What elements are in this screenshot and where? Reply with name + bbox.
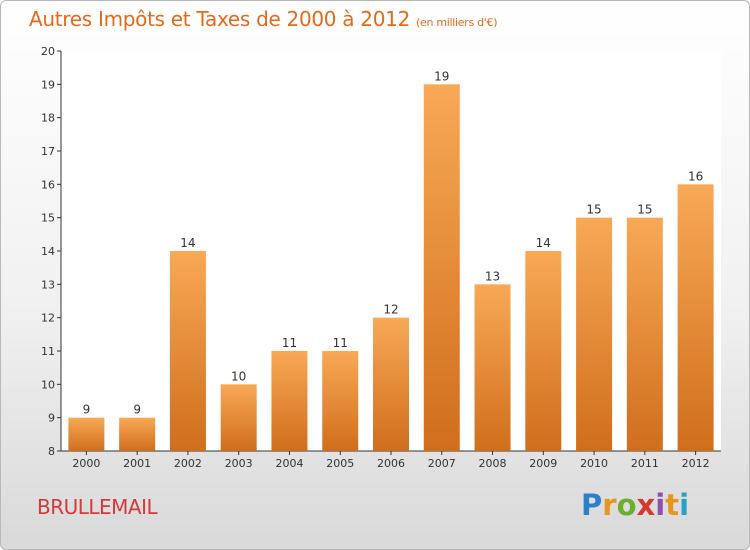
proxiti-logo: Proxiti bbox=[581, 488, 689, 522]
bar-value-label: 11 bbox=[333, 336, 348, 350]
x-tick-label: 2008 bbox=[479, 457, 507, 470]
bar bbox=[373, 317, 409, 451]
bar bbox=[271, 351, 308, 451]
x-tick-label: 2006 bbox=[377, 457, 405, 470]
y-tick-label: 12 bbox=[41, 312, 55, 325]
bar bbox=[169, 251, 206, 451]
x-tick-label: 2010 bbox=[580, 457, 608, 470]
bar bbox=[677, 184, 714, 452]
y-tick-label: 20 bbox=[41, 45, 55, 58]
y-tick-label: 11 bbox=[41, 345, 55, 358]
bar-value-label: 12 bbox=[383, 303, 398, 317]
bar-value-label: 10 bbox=[231, 369, 246, 383]
y-tick-label: 16 bbox=[41, 178, 55, 191]
x-tick-label: 2002 bbox=[174, 457, 202, 470]
bar-value-label: 16 bbox=[688, 169, 703, 183]
bar bbox=[525, 251, 562, 451]
bar-value-label: 15 bbox=[637, 203, 652, 217]
commune-name: BRULLEMAIL bbox=[37, 495, 158, 519]
logo-letter: i bbox=[679, 488, 690, 522]
bar bbox=[626, 217, 663, 451]
x-tick-label: 2005 bbox=[326, 457, 354, 470]
chart-title: Autres Impôts et Taxes de 2000 à 2012 (en… bbox=[29, 7, 497, 31]
x-tick-label: 2007 bbox=[428, 457, 456, 470]
y-tick-label: 8 bbox=[48, 445, 55, 458]
logo-letter: o bbox=[616, 488, 637, 522]
x-tick-label: 2000 bbox=[72, 457, 100, 470]
bar bbox=[474, 284, 511, 451]
logo-letter: x bbox=[636, 488, 656, 522]
logo-letter: t bbox=[665, 488, 680, 522]
y-tick-label: 10 bbox=[41, 378, 55, 391]
logo-letter: P bbox=[581, 488, 603, 522]
bar-value-label: 15 bbox=[586, 203, 601, 217]
y-tick-label: 15 bbox=[41, 212, 55, 225]
bar-value-label: 14 bbox=[536, 236, 551, 250]
chart-title-text: Autres Impôts et Taxes de 2000 à 2012 bbox=[29, 7, 410, 31]
y-tick-label: 17 bbox=[41, 145, 55, 158]
bar-value-label: 11 bbox=[282, 336, 297, 350]
x-tick-label: 2001 bbox=[123, 457, 151, 470]
bar-value-label: 19 bbox=[434, 69, 449, 83]
y-tick-label: 9 bbox=[48, 412, 55, 425]
y-tick-label: 13 bbox=[41, 278, 55, 291]
bar bbox=[68, 417, 105, 451]
bar bbox=[576, 217, 613, 451]
y-tick-label: 19 bbox=[41, 78, 55, 91]
x-tick-label: 2009 bbox=[529, 457, 557, 470]
x-tick-label: 2004 bbox=[275, 457, 303, 470]
x-tick-label: 2011 bbox=[631, 457, 659, 470]
y-tick-label: 18 bbox=[41, 112, 55, 125]
x-tick-label: 2003 bbox=[225, 457, 253, 470]
logo-letter: i bbox=[655, 488, 666, 522]
chart-subtitle: (en milliers d'€) bbox=[416, 16, 498, 29]
bar-value-label: 9 bbox=[133, 403, 141, 417]
logo-letter: r bbox=[602, 488, 617, 522]
bar-value-label: 14 bbox=[180, 236, 195, 250]
bar bbox=[423, 84, 460, 451]
bar-value-label: 9 bbox=[83, 403, 91, 417]
bar bbox=[322, 351, 359, 451]
y-tick-label: 14 bbox=[41, 245, 55, 258]
bar bbox=[220, 384, 257, 451]
bar-value-label: 13 bbox=[485, 269, 500, 283]
bar bbox=[119, 417, 156, 451]
x-tick-label: 2012 bbox=[682, 457, 710, 470]
